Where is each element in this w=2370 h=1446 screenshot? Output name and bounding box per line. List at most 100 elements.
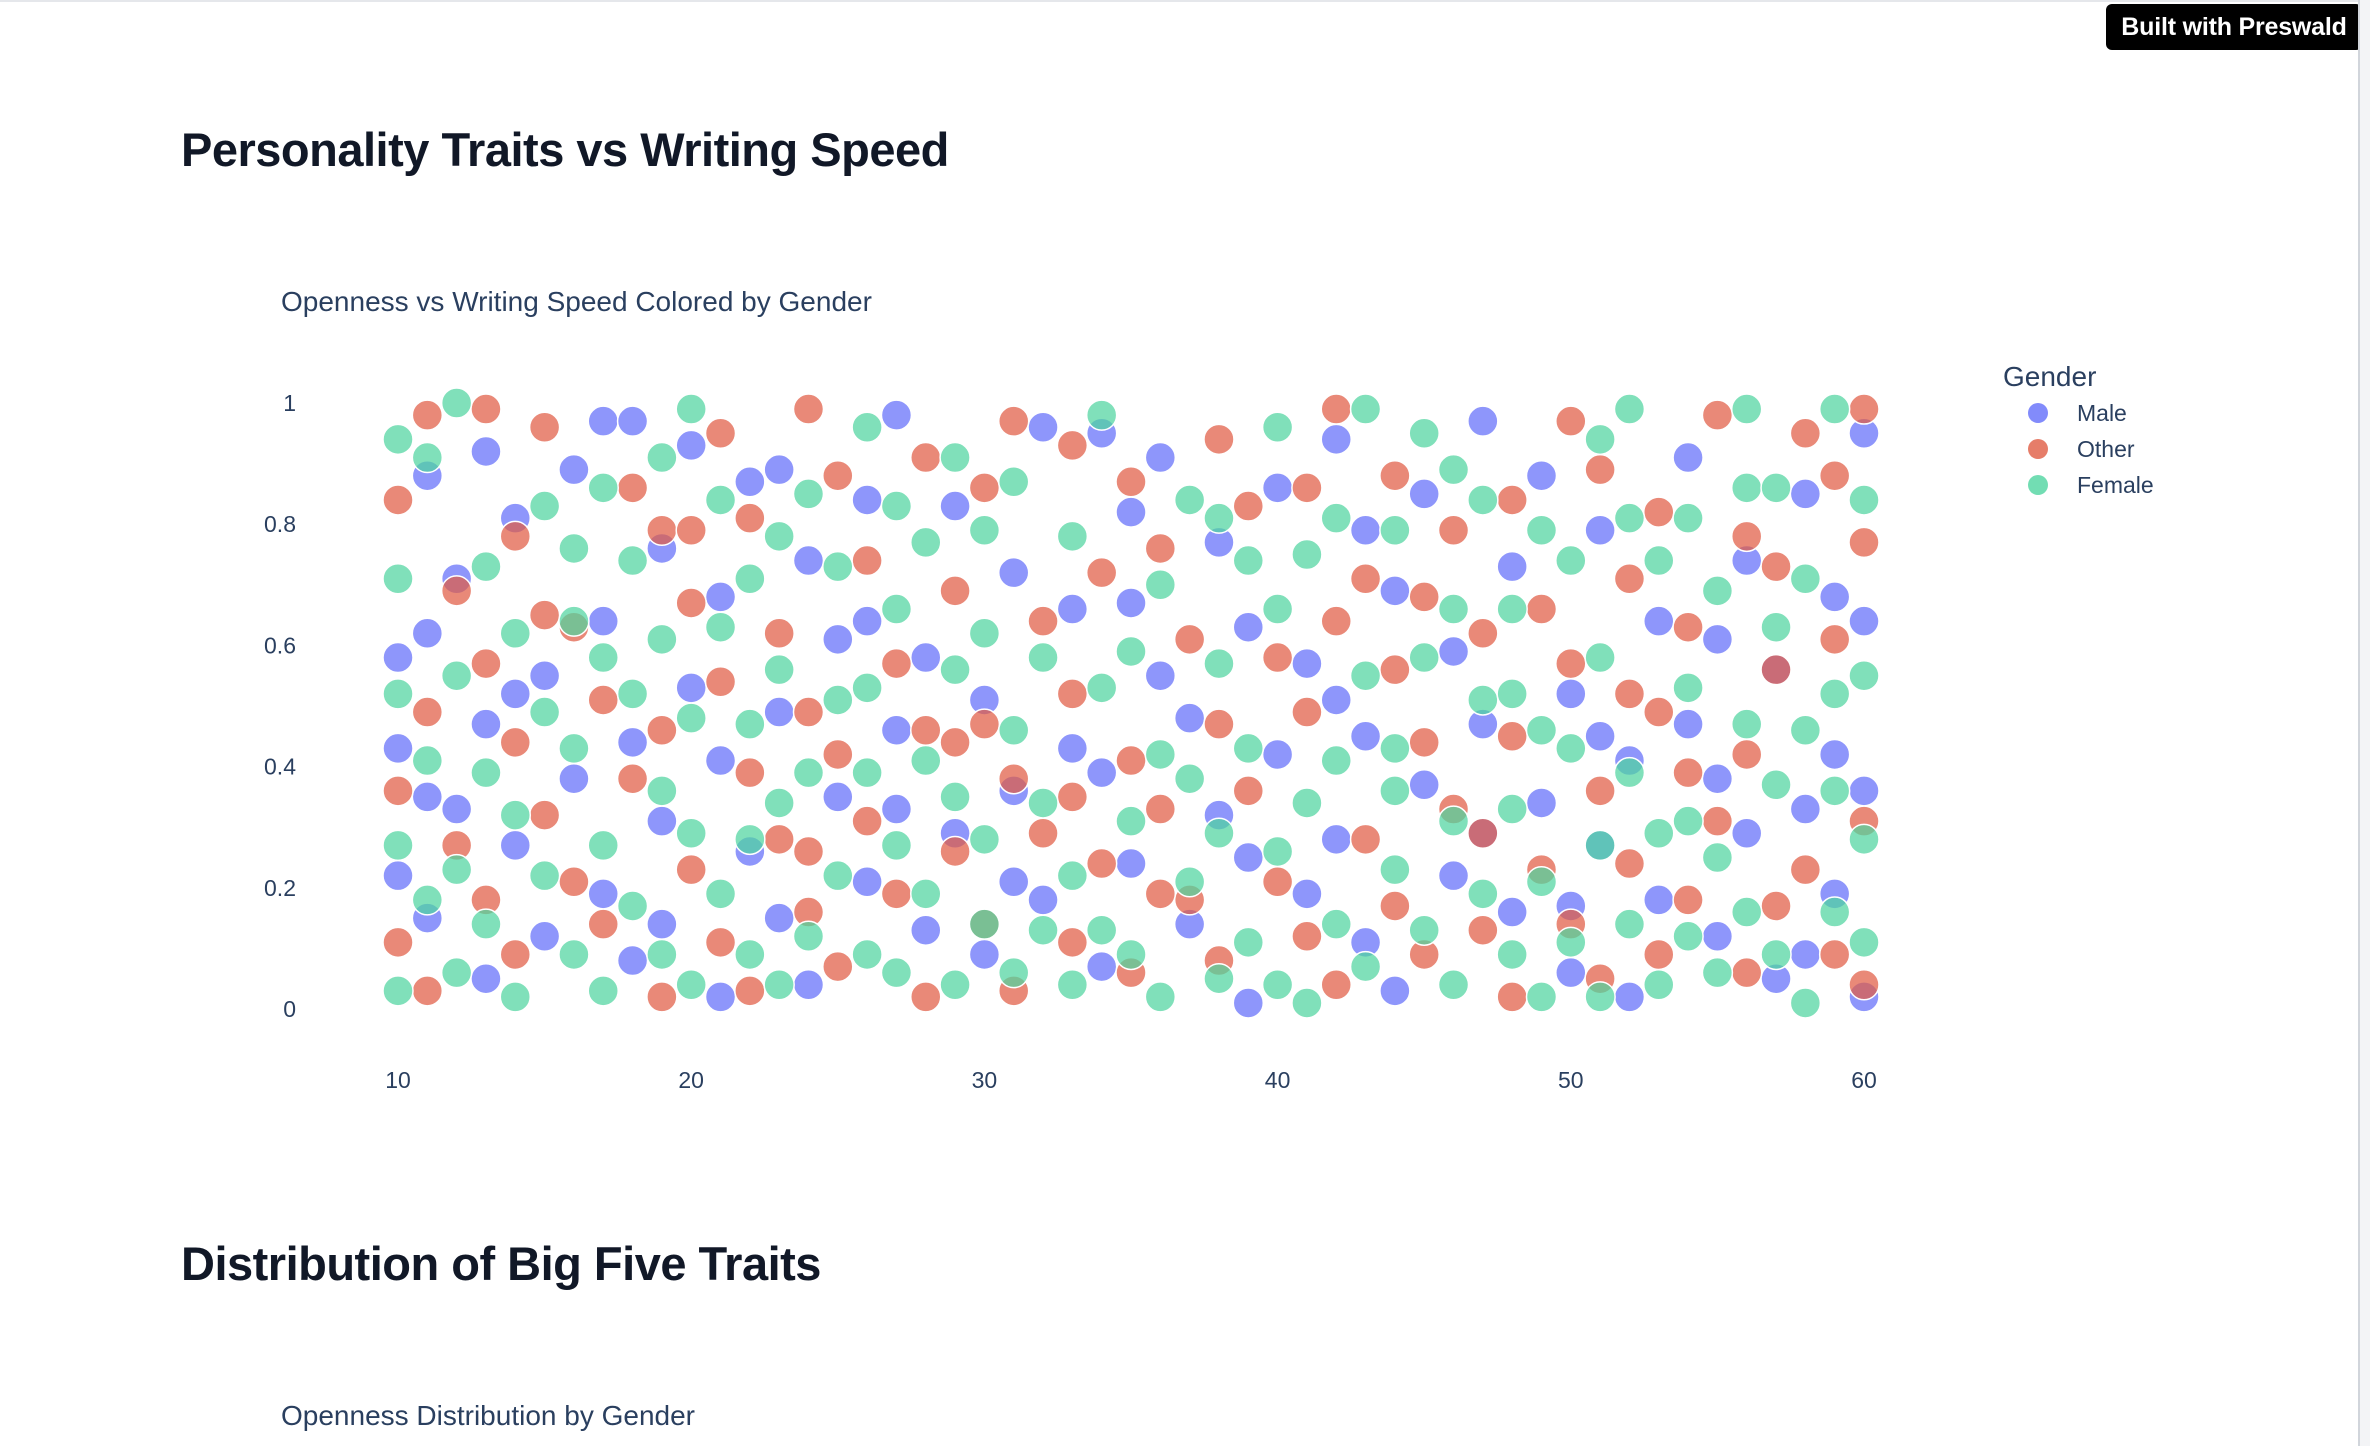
point-female[interactable] [792,920,825,953]
legend-item-female[interactable]: Female [2028,472,2154,498]
point-female[interactable] [1379,514,1411,547]
point-male[interactable] [997,556,1030,589]
point-female[interactable] [880,593,913,625]
point-other[interactable] [939,575,971,607]
point-female[interactable] [1613,393,1646,425]
point-other[interactable] [499,938,532,971]
point-female[interactable] [1613,756,1646,789]
point-male[interactable] [1613,981,1646,1013]
point-female[interactable] [851,938,883,971]
point-male[interactable] [968,938,1001,971]
point-female[interactable] [382,562,414,595]
point-other[interactable] [528,799,561,831]
point-male[interactable] [675,429,707,462]
point-female[interactable] [1379,853,1411,886]
point-other[interactable] [1584,775,1616,807]
point-female[interactable] [587,829,619,862]
point-male[interactable] [1291,878,1323,910]
point-female[interactable] [1760,472,1792,504]
point-female[interactable] [880,956,913,989]
point-female[interactable] [1437,969,1470,1001]
point-female[interactable] [1261,593,1294,625]
point-male[interactable] [1701,623,1734,656]
point-female[interactable] [1730,393,1763,425]
point-male[interactable] [880,399,913,431]
point-female[interactable] [1261,969,1294,1001]
point-female[interactable] [968,514,1001,547]
point-female[interactable] [1173,762,1206,795]
point-other[interactable] [1613,562,1646,595]
point-female[interactable] [851,756,883,789]
point-female[interactable] [1496,678,1528,710]
point-female[interactable] [1085,914,1118,946]
point-female[interactable] [1203,962,1235,995]
point-other[interactable] [1848,393,1880,425]
point-female[interactable] [1467,878,1499,910]
point-male[interactable] [499,678,532,710]
point-other[interactable] [1672,756,1704,789]
point-other[interactable] [499,520,532,553]
point-other[interactable] [675,587,707,619]
point-other[interactable] [1115,466,1147,498]
point-other[interactable] [646,714,678,746]
point-male[interactable] [440,793,473,825]
point-female[interactable] [1261,411,1294,443]
point-other[interactable] [1261,641,1294,674]
point-other[interactable] [1613,678,1646,710]
point-other[interactable] [1525,593,1558,625]
point-female[interactable] [880,829,913,862]
point-female[interactable] [1701,841,1734,874]
point-male[interactable] [1818,738,1851,771]
point-female[interactable] [1437,805,1470,837]
point-other[interactable] [1115,744,1147,777]
point-other[interactable] [734,502,766,534]
point-other[interactable] [1496,484,1528,516]
point-other[interactable] [1437,514,1470,547]
point-other[interactable] [1144,532,1177,565]
point-male[interactable] [411,781,444,813]
point-female[interactable] [910,526,942,559]
point-other[interactable] [910,714,942,746]
point-female[interactable] [1525,981,1558,1013]
point-female[interactable] [1496,793,1528,825]
point-male[interactable] [1789,793,1822,825]
point-other[interactable] [470,647,502,680]
point-male[interactable] [1848,775,1880,807]
point-other[interactable] [734,756,766,789]
point-other[interactable] [411,975,444,1007]
point-male[interactable] [910,914,942,946]
point-other[interactable] [968,472,1001,504]
point-male[interactable] [1349,720,1382,753]
point-male[interactable] [587,605,619,637]
point-other[interactable] [1085,847,1118,880]
point-female[interactable] [1437,593,1470,625]
point-other[interactable] [792,696,825,728]
point-other[interactable] [411,399,444,431]
point-male[interactable] [1173,702,1206,734]
point-other[interactable] [382,926,414,959]
point-female[interactable] [1701,956,1734,989]
point-other[interactable] [1291,696,1323,728]
point-female[interactable] [558,732,590,765]
point-female[interactable] [1320,908,1352,940]
point-male[interactable] [1232,841,1265,874]
point-other[interactable] [1584,453,1616,486]
point-female[interactable] [470,550,502,583]
point-other[interactable] [1173,623,1206,656]
point-female[interactable] [1555,926,1587,959]
point-female[interactable] [939,781,971,813]
point-other[interactable] [1848,526,1880,559]
point-male[interactable] [528,920,561,953]
point-male[interactable] [646,805,678,837]
point-female[interactable] [1085,672,1118,704]
point-other[interactable] [1760,653,1792,686]
point-male[interactable] [470,708,502,740]
point-male[interactable] [704,981,737,1013]
point-other[interactable] [1467,817,1499,850]
point-female[interactable] [411,744,444,777]
point-male[interactable] [1584,720,1616,753]
point-female[interactable] [704,484,737,516]
point-male[interactable] [1144,659,1177,692]
point-male[interactable] [704,581,737,613]
point-female[interactable] [763,520,795,553]
